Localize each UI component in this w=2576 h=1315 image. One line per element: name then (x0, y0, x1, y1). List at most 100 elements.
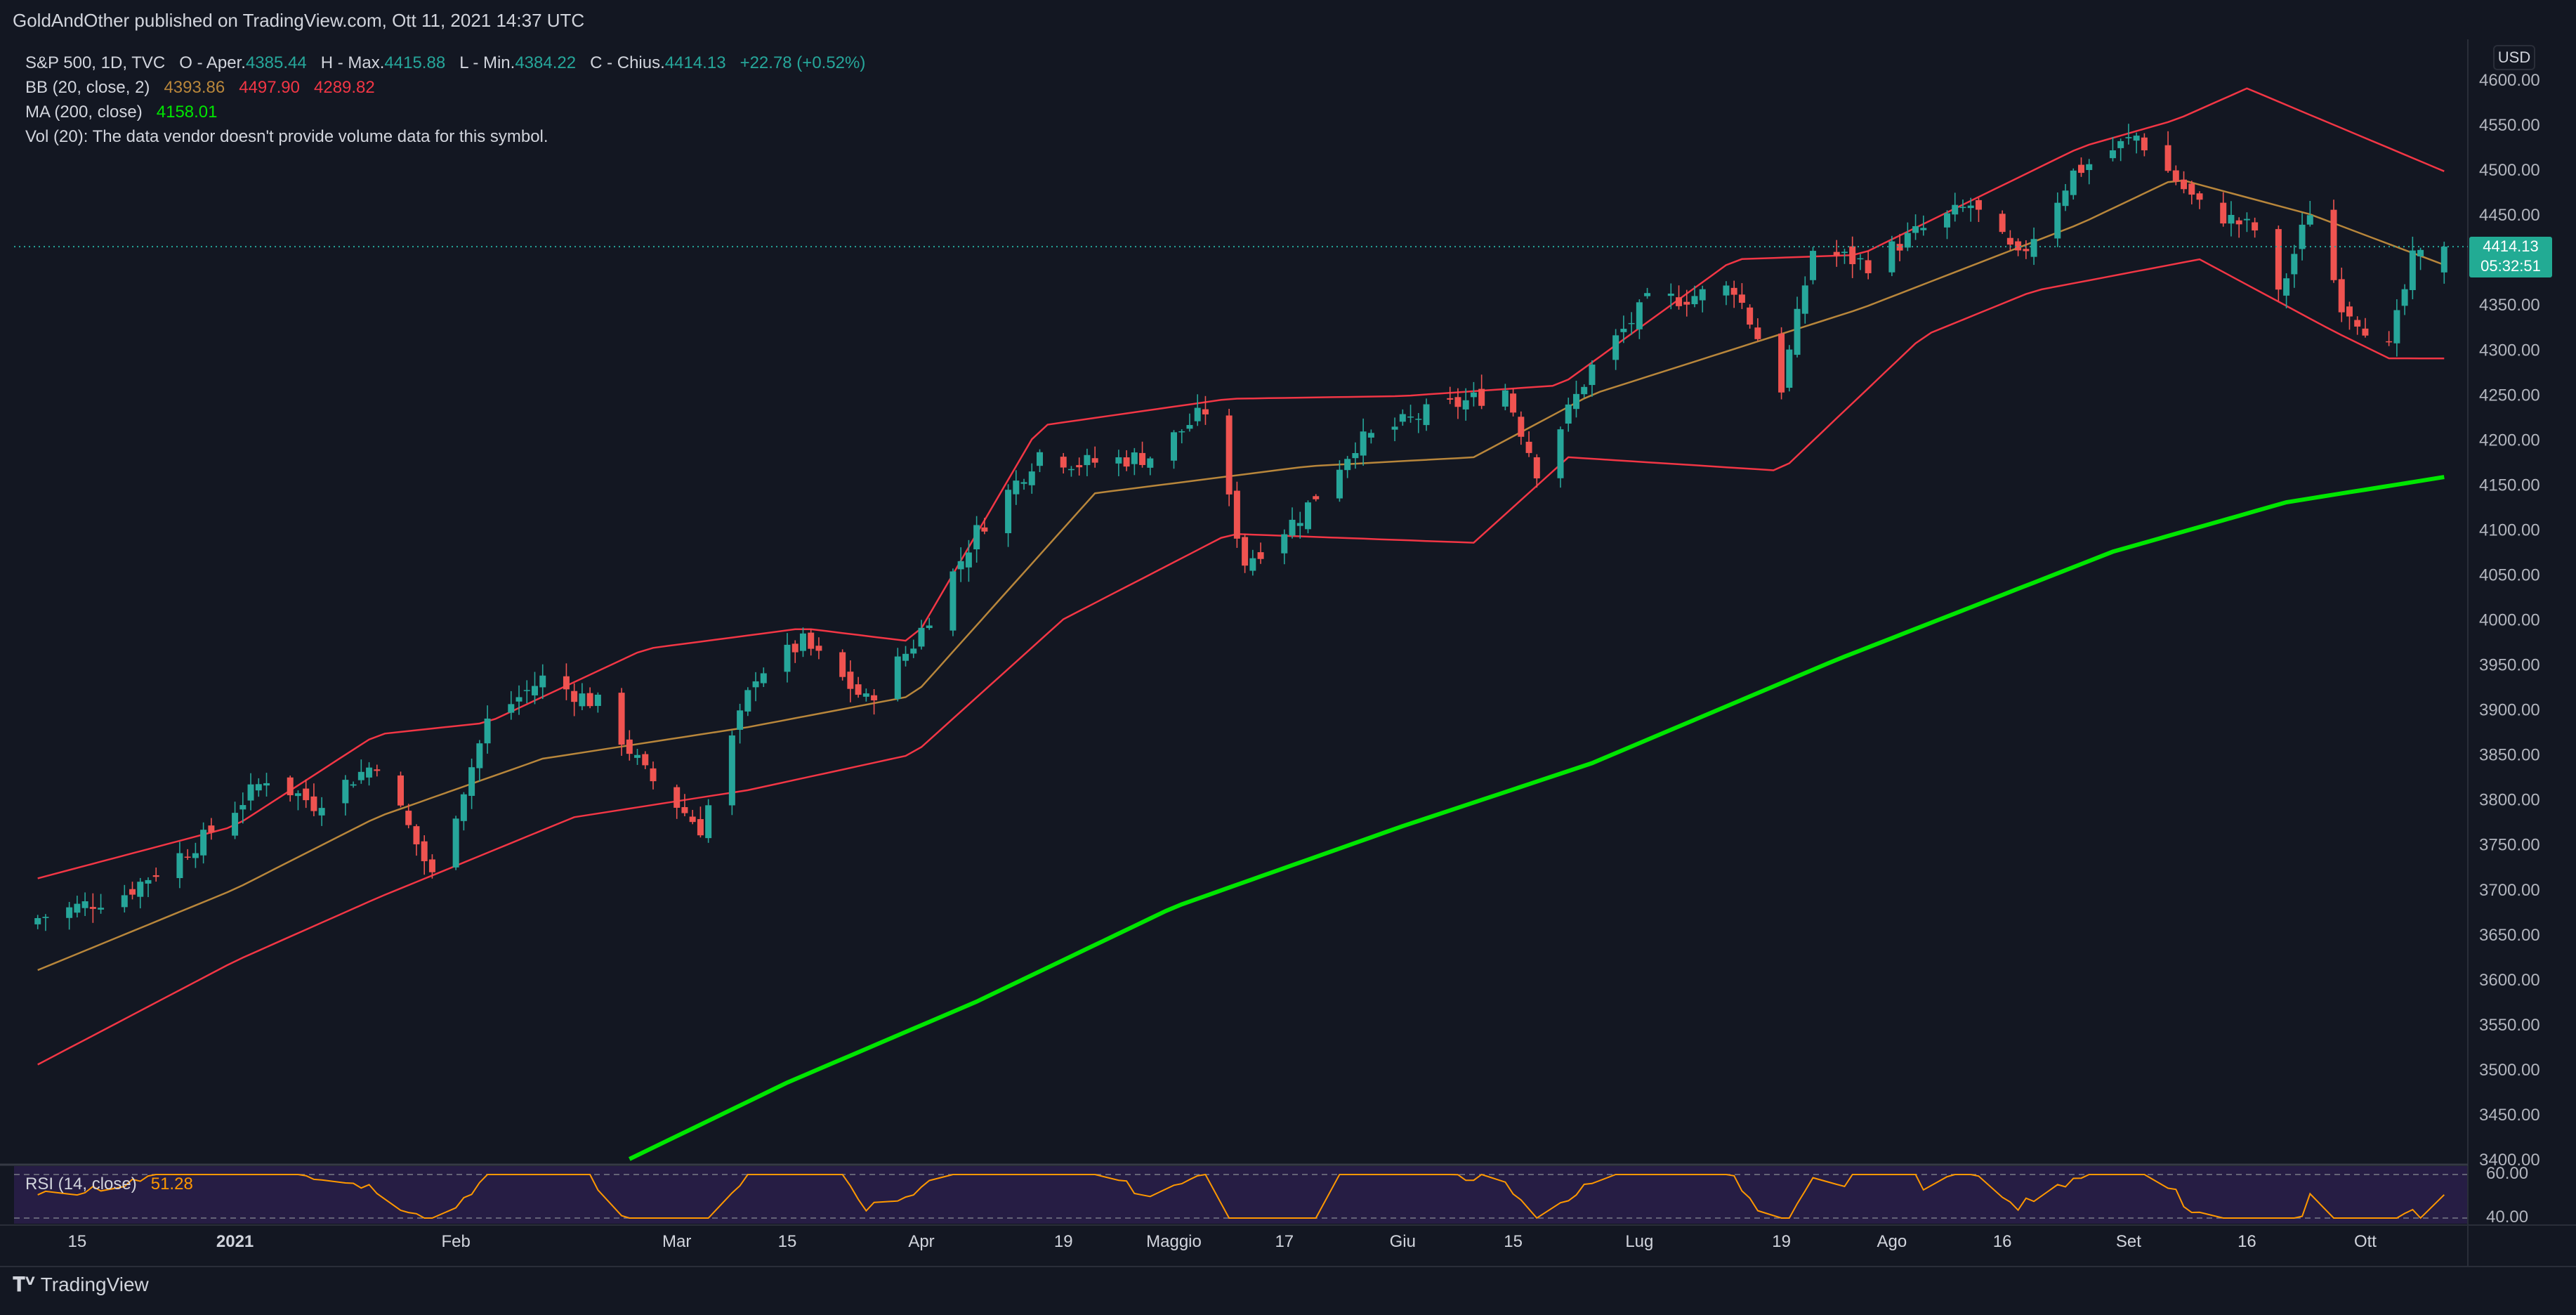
candle[interactable] (192, 842, 199, 868)
candle[interactable] (1572, 380, 1579, 418)
candle[interactable] (1691, 285, 1698, 308)
candle[interactable] (626, 730, 633, 761)
candle[interactable] (1975, 197, 1982, 223)
candle[interactable] (294, 790, 301, 811)
candle[interactable] (728, 731, 735, 816)
candle[interactable] (744, 687, 751, 717)
candle[interactable] (2275, 225, 2282, 301)
candle[interactable] (949, 568, 957, 636)
candle[interactable] (981, 518, 988, 535)
candle[interactable] (1944, 210, 1951, 240)
candle[interactable] (287, 776, 294, 802)
legend-row-vol[interactable]: Vol (20): The data vendor doesn't provid… (25, 124, 865, 149)
candle[interactable] (957, 547, 964, 582)
candle[interactable] (1620, 315, 1627, 344)
candle[interactable] (1462, 388, 1469, 421)
candle[interactable] (1849, 236, 1856, 278)
candle[interactable] (1076, 457, 1083, 476)
candle[interactable] (847, 660, 854, 702)
candle[interactable] (1131, 447, 1138, 476)
candle[interactable] (484, 705, 491, 754)
candle[interactable] (1999, 210, 2006, 235)
candle[interactable] (357, 759, 364, 784)
candle[interactable] (1865, 251, 1872, 280)
candle[interactable] (2235, 217, 2242, 238)
candle[interactable] (1091, 446, 1098, 468)
candle[interactable] (42, 914, 49, 931)
candle[interactable] (839, 649, 846, 681)
candle[interactable] (374, 764, 381, 777)
candle[interactable] (1028, 463, 1035, 494)
candle[interactable] (1020, 478, 1027, 490)
candle[interactable] (152, 868, 159, 882)
candle[interactable] (1202, 395, 1209, 425)
candle[interactable] (1478, 374, 1485, 410)
candle[interactable] (208, 818, 215, 840)
candle[interactable] (1612, 329, 1619, 370)
candle[interactable] (784, 633, 791, 683)
candle[interactable] (1841, 249, 1848, 264)
candle[interactable] (2023, 240, 2030, 259)
candle[interactable] (1723, 281, 1730, 306)
candle[interactable] (1139, 441, 1146, 468)
candle[interactable] (965, 539, 972, 582)
candle[interactable] (476, 740, 483, 782)
candle[interactable] (1952, 192, 1959, 222)
candle[interactable] (1344, 456, 1351, 478)
candle[interactable] (531, 672, 538, 705)
candle[interactable] (1801, 276, 1808, 324)
candle[interactable] (737, 703, 744, 744)
candle[interactable] (2077, 157, 2084, 177)
candle[interactable] (1699, 285, 1706, 313)
candle[interactable] (1194, 394, 1201, 426)
candle[interactable] (791, 640, 799, 663)
candle[interactable] (176, 842, 183, 889)
candle[interactable] (871, 688, 878, 715)
candle[interactable] (2164, 131, 2171, 173)
candle[interactable] (1147, 456, 1154, 476)
candle[interactable] (862, 688, 869, 702)
candle[interactable] (74, 896, 81, 918)
candle[interactable] (342, 775, 349, 816)
candle[interactable] (1683, 289, 1690, 317)
candle[interactable] (2086, 159, 2093, 185)
candle[interactable] (1171, 430, 1178, 469)
candle[interactable] (2346, 301, 2353, 330)
candle[interactable] (1067, 466, 1075, 477)
candle[interactable] (2409, 236, 2416, 299)
candle[interactable] (2291, 244, 2298, 288)
candle[interactable] (973, 516, 980, 563)
candle[interactable] (1336, 460, 1343, 502)
candle[interactable] (1304, 500, 1311, 534)
candle[interactable] (926, 617, 933, 630)
candle[interactable] (2141, 133, 2148, 157)
candle[interactable] (2330, 199, 2337, 283)
candle[interactable] (89, 893, 96, 923)
candle[interactable] (232, 802, 239, 839)
candle[interactable] (1628, 312, 1635, 335)
candle[interactable] (1186, 413, 1193, 432)
candle[interactable] (1005, 484, 1012, 547)
candle[interactable] (2440, 242, 2447, 284)
candle[interactable] (1423, 398, 1430, 431)
candle[interactable] (1415, 413, 1422, 433)
tradingview-logo[interactable]: 𝐓ⱽ TradingView (13, 1273, 149, 1297)
candle[interactable] (1896, 234, 1903, 261)
candle[interactable] (1747, 304, 1754, 329)
candle[interactable] (650, 761, 657, 790)
candle[interactable] (310, 783, 317, 816)
candle[interactable] (799, 627, 806, 658)
candle[interactable] (2054, 192, 2061, 247)
candle[interactable] (421, 835, 428, 875)
candle[interactable] (1565, 398, 1572, 432)
candle[interactable] (1115, 450, 1122, 476)
candle[interactable] (523, 680, 530, 704)
candle[interactable] (697, 806, 704, 838)
candle[interactable] (200, 822, 207, 864)
candle[interactable] (2133, 132, 2140, 154)
candle[interactable] (515, 685, 523, 715)
rsi-legend[interactable]: RSI (14, close) 51.28 (25, 1175, 193, 1194)
candle[interactable] (2362, 318, 2369, 338)
candle[interactable] (1786, 345, 1793, 392)
candle[interactable] (452, 816, 459, 870)
